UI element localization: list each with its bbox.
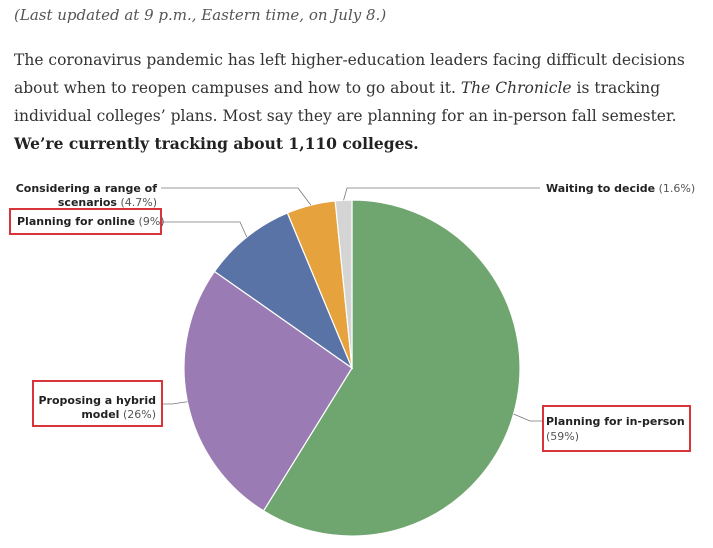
slice-label-waiting: Waiting to decide (1.6%) — [546, 182, 695, 195]
leader-line-in-person — [513, 413, 543, 422]
highlight-box-online — [9, 208, 162, 235]
intro-text-2: is tracking individual colleges’ plans. … — [14, 79, 677, 125]
intro-paragraph: The coronavirus pandemic has left higher… — [14, 46, 694, 158]
last-updated-note: (Last updated at 9 p.m., Eastern time, o… — [14, 6, 387, 24]
slice-label-online: Planning for online (9%) — [17, 215, 165, 228]
pie-slice-hybrid — [183, 270, 353, 512]
tracking-count-text: We’re currently tracking about 1,110 col… — [14, 134, 419, 153]
highlight-box-in-person — [542, 405, 691, 452]
slice-label-scenarios-line2: scenarios (4.7%) — [58, 196, 157, 209]
leader-line-online — [161, 221, 248, 238]
leader-line-hybrid — [162, 401, 188, 405]
leader-line-waiting — [343, 187, 540, 201]
slice-label-in-person: Planning for in-person — [546, 415, 685, 428]
highlight-box-hybrid — [32, 380, 163, 427]
slice-pct-in-person: (59%) — [546, 430, 579, 443]
slice-label-scenarios-line1: Considering a range of — [16, 182, 157, 195]
intro-text-1: The coronavirus pandemic has left higher… — [14, 51, 685, 97]
pie-slices — [183, 199, 521, 537]
publication-name: The Chronicle — [460, 79, 572, 97]
pie-slice-online — [213, 212, 354, 370]
leader-line-scenarios — [161, 187, 312, 206]
slice-label-hybrid-line2: model (26%) — [81, 408, 156, 421]
label-leader-lines — [161, 187, 543, 422]
slice-labels: Planning for in-person (59%) Proposing a… — [9, 182, 695, 452]
slice-label-hybrid-line1: Proposing a hybrid — [38, 394, 156, 407]
